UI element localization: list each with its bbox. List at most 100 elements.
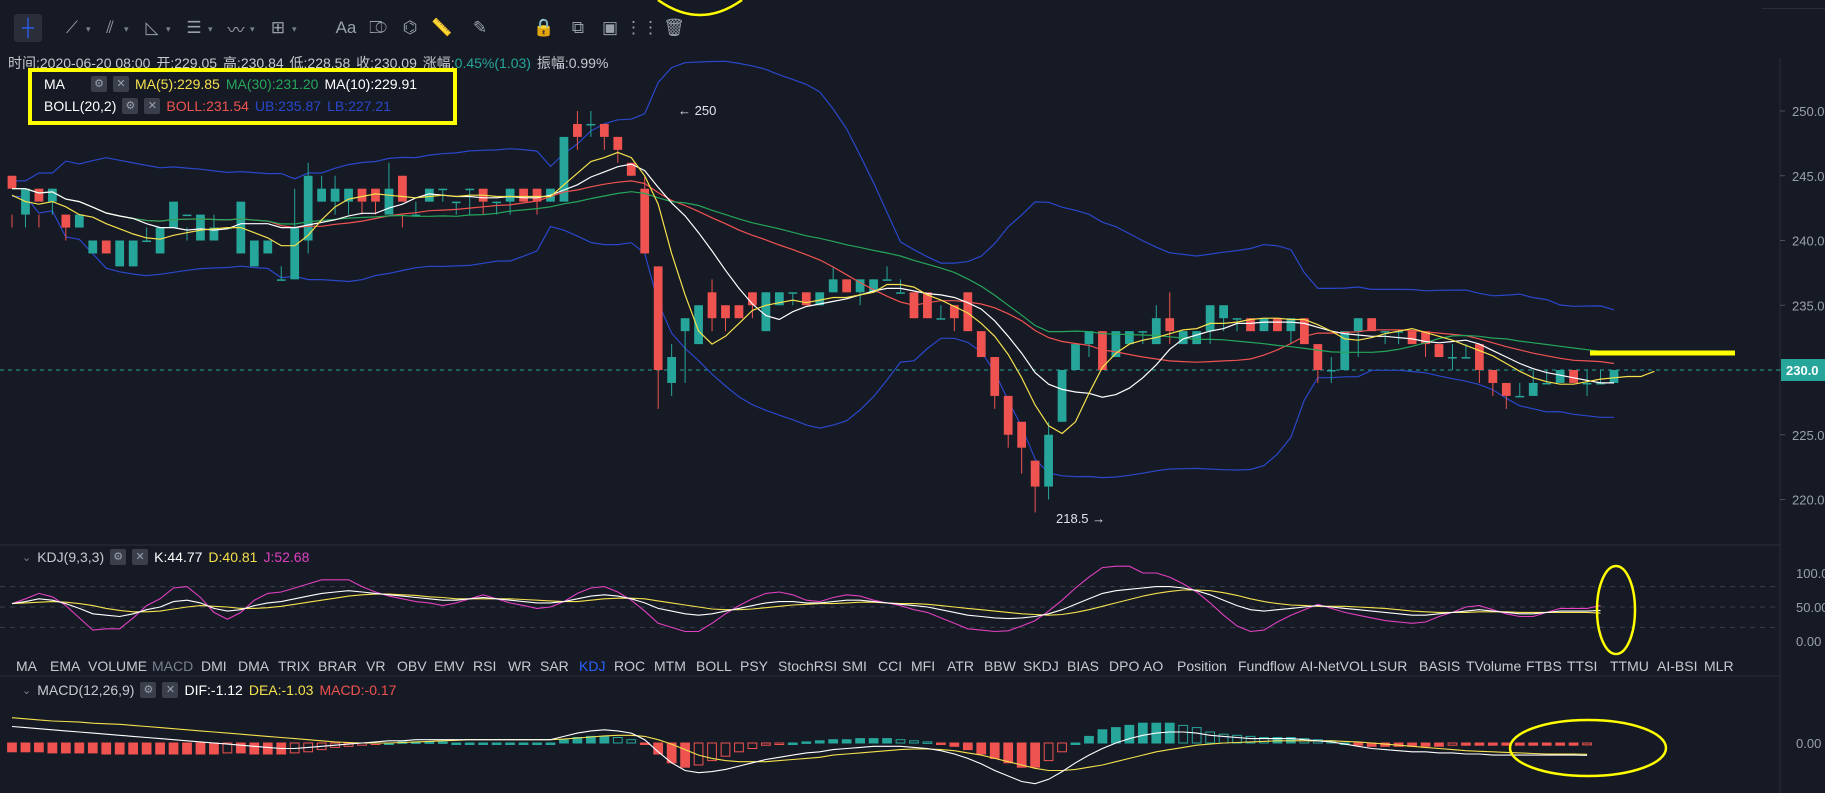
- tab-roc[interactable]: ROC: [614, 658, 646, 674]
- tab-rsi[interactable]: RSI: [473, 658, 497, 674]
- ruler-icon[interactable]: 📏: [431, 18, 453, 37]
- close-icon[interactable]: ✕: [162, 682, 179, 698]
- close-icon[interactable]: ✕: [113, 76, 129, 92]
- separator-icon[interactable]: ⋮⋮: [625, 18, 659, 37]
- tab-atr[interactable]: ATR: [947, 658, 974, 674]
- kdj-j-value: J:52.68: [263, 549, 310, 565]
- time-value: 时间:2020-06-20 08:00: [8, 55, 151, 71]
- macd-histogram-bar: [801, 741, 812, 744]
- tab-ftbs[interactable]: FTBS: [1526, 658, 1562, 674]
- collapse-chevron-icon[interactable]: ⌄: [22, 684, 32, 697]
- macd-histogram-bar: [1541, 742, 1552, 746]
- tab-kdj[interactable]: KDJ: [579, 658, 606, 674]
- tab-bias[interactable]: BIAS: [1067, 658, 1099, 674]
- tab-psy[interactable]: PSY: [740, 658, 769, 674]
- tab-fundflow[interactable]: Fundflow: [1238, 658, 1295, 674]
- chevron-down-icon[interactable]: ▾: [124, 24, 129, 34]
- indicator-tab-bar: MA EMA VOLUME MACD DMI DMA TRIX BRAR VR OBV EMV RSI…: [0, 655, 1780, 677]
- tab-ma[interactable]: MA: [16, 658, 37, 674]
- chevron-down-icon[interactable]: ▾: [292, 24, 297, 34]
- collapse-chevron-icon[interactable]: ⌄: [22, 551, 32, 564]
- gear-icon[interactable]: ⚙: [91, 76, 107, 92]
- fib-retracement-icon[interactable]: ⫽: [106, 18, 114, 37]
- macd-histogram-bar: [1514, 742, 1525, 746]
- text-icon[interactable]: Aa: [335, 18, 357, 37]
- trend-line-icon[interactable]: ⟋: [66, 18, 78, 37]
- candle-body: [1151, 318, 1161, 345]
- candle-body: [142, 240, 151, 242]
- tab-trix[interactable]: TRIX: [278, 658, 310, 674]
- tab-ai-bsi[interactable]: AI-BSI: [1657, 658, 1698, 674]
- tab-dma[interactable]: DMA: [238, 658, 270, 674]
- candle-body: [371, 188, 380, 202]
- gear-icon[interactable]: ⚙: [140, 682, 157, 698]
- macd-histogram-bar: [720, 742, 731, 757]
- tab-wr[interactable]: WR: [508, 658, 532, 674]
- close-icon[interactable]: ✕: [132, 549, 149, 565]
- triangle-icon[interactable]: ◺: [145, 18, 159, 37]
- chart-settings-icon[interactable]: ▣: [601, 18, 619, 37]
- tab-basis[interactable]: BASIS: [1419, 658, 1461, 674]
- tab-mtm[interactable]: MTM: [654, 658, 686, 674]
- candle-body: [505, 188, 515, 202]
- candle-body: [626, 162, 636, 176]
- tab-ema[interactable]: EMA: [50, 658, 81, 674]
- change-value: 0.45%(1.03): [454, 55, 531, 71]
- chevron-down-icon[interactable]: ▾: [208, 24, 213, 34]
- crosshair-icon[interactable]: ┼: [14, 14, 42, 42]
- tab-skdj[interactable]: SKDJ: [1023, 658, 1059, 674]
- tab-macd[interactable]: MACD: [152, 658, 194, 674]
- horizontal-lines-icon[interactable]: ☰: [186, 18, 202, 37]
- pattern-icon[interactable]: ⎄: [369, 18, 387, 37]
- macd-histogram-bar: [680, 742, 690, 768]
- lock-icon[interactable]: 🔒: [533, 18, 555, 37]
- copy-icon[interactable]: ⧉: [571, 18, 585, 37]
- tab-bbw[interactable]: BBW: [984, 658, 1016, 674]
- candle-body: [640, 188, 650, 254]
- tab-ttmu[interactable]: TTMU: [1610, 658, 1649, 674]
- tab-boll[interactable]: BOLL: [696, 658, 732, 674]
- tab-sar[interactable]: SAR: [540, 658, 569, 674]
- tab-tvolume[interactable]: TVolume: [1466, 658, 1522, 674]
- macd-histogram-bar: [1164, 722, 1175, 744]
- tab-ao[interactable]: AO: [1143, 658, 1164, 674]
- macd-histogram-bar: [249, 742, 260, 755]
- tab-vr[interactable]: VR: [366, 658, 386, 674]
- tab-lsur[interactable]: LSUR: [1370, 658, 1408, 674]
- chevron-down-icon[interactable]: ▾: [250, 24, 255, 34]
- tab-brar[interactable]: BRAR: [318, 658, 357, 674]
- macd-histogram-bar: [1487, 742, 1498, 746]
- tab-position[interactable]: Position: [1177, 658, 1227, 674]
- tab-ttsi[interactable]: TTSI: [1567, 658, 1598, 674]
- macd-dea-line: [11, 717, 1588, 772]
- close-icon[interactable]: ✕: [144, 98, 161, 114]
- tab-dpo[interactable]: DPO: [1109, 658, 1140, 674]
- candle-body: [7, 175, 17, 189]
- candle-body: [1488, 370, 1498, 383]
- tab-obv[interactable]: OBV: [397, 658, 427, 674]
- candle-body: [155, 227, 165, 254]
- candle-body: [1394, 331, 1403, 333]
- magnet-icon[interactable]: ⌬: [402, 18, 418, 37]
- tab-ai-netvol[interactable]: AI-NetVOL: [1300, 658, 1368, 674]
- wave-icon[interactable]: 〰: [227, 20, 245, 40]
- candle-body: [1192, 331, 1202, 345]
- tab-mlr[interactable]: MLR: [1704, 658, 1734, 674]
- macd-histogram-bar: [693, 742, 704, 766]
- gear-icon[interactable]: ⚙: [110, 549, 127, 565]
- box-icon[interactable]: ⊞: [270, 18, 286, 37]
- tab-stochrsi[interactable]: StochRSI: [778, 658, 838, 674]
- tab-smi[interactable]: SMI: [842, 658, 867, 674]
- chevron-down-icon[interactable]: ▾: [166, 24, 171, 34]
- tab-mfi[interactable]: MFI: [911, 658, 936, 674]
- chevron-down-icon[interactable]: ▾: [86, 24, 91, 34]
- gear-icon[interactable]: ⚙: [122, 98, 139, 114]
- brush-icon[interactable]: ✎: [472, 18, 488, 37]
- tab-volume[interactable]: VOLUME: [88, 658, 148, 674]
- tab-cci[interactable]: CCI: [878, 658, 903, 674]
- tab-emv[interactable]: EMV: [434, 658, 465, 674]
- macd-histogram-bar: [976, 742, 987, 755]
- tab-dmi[interactable]: DMI: [201, 658, 227, 674]
- trash-icon[interactable]: 🗑: [663, 18, 685, 37]
